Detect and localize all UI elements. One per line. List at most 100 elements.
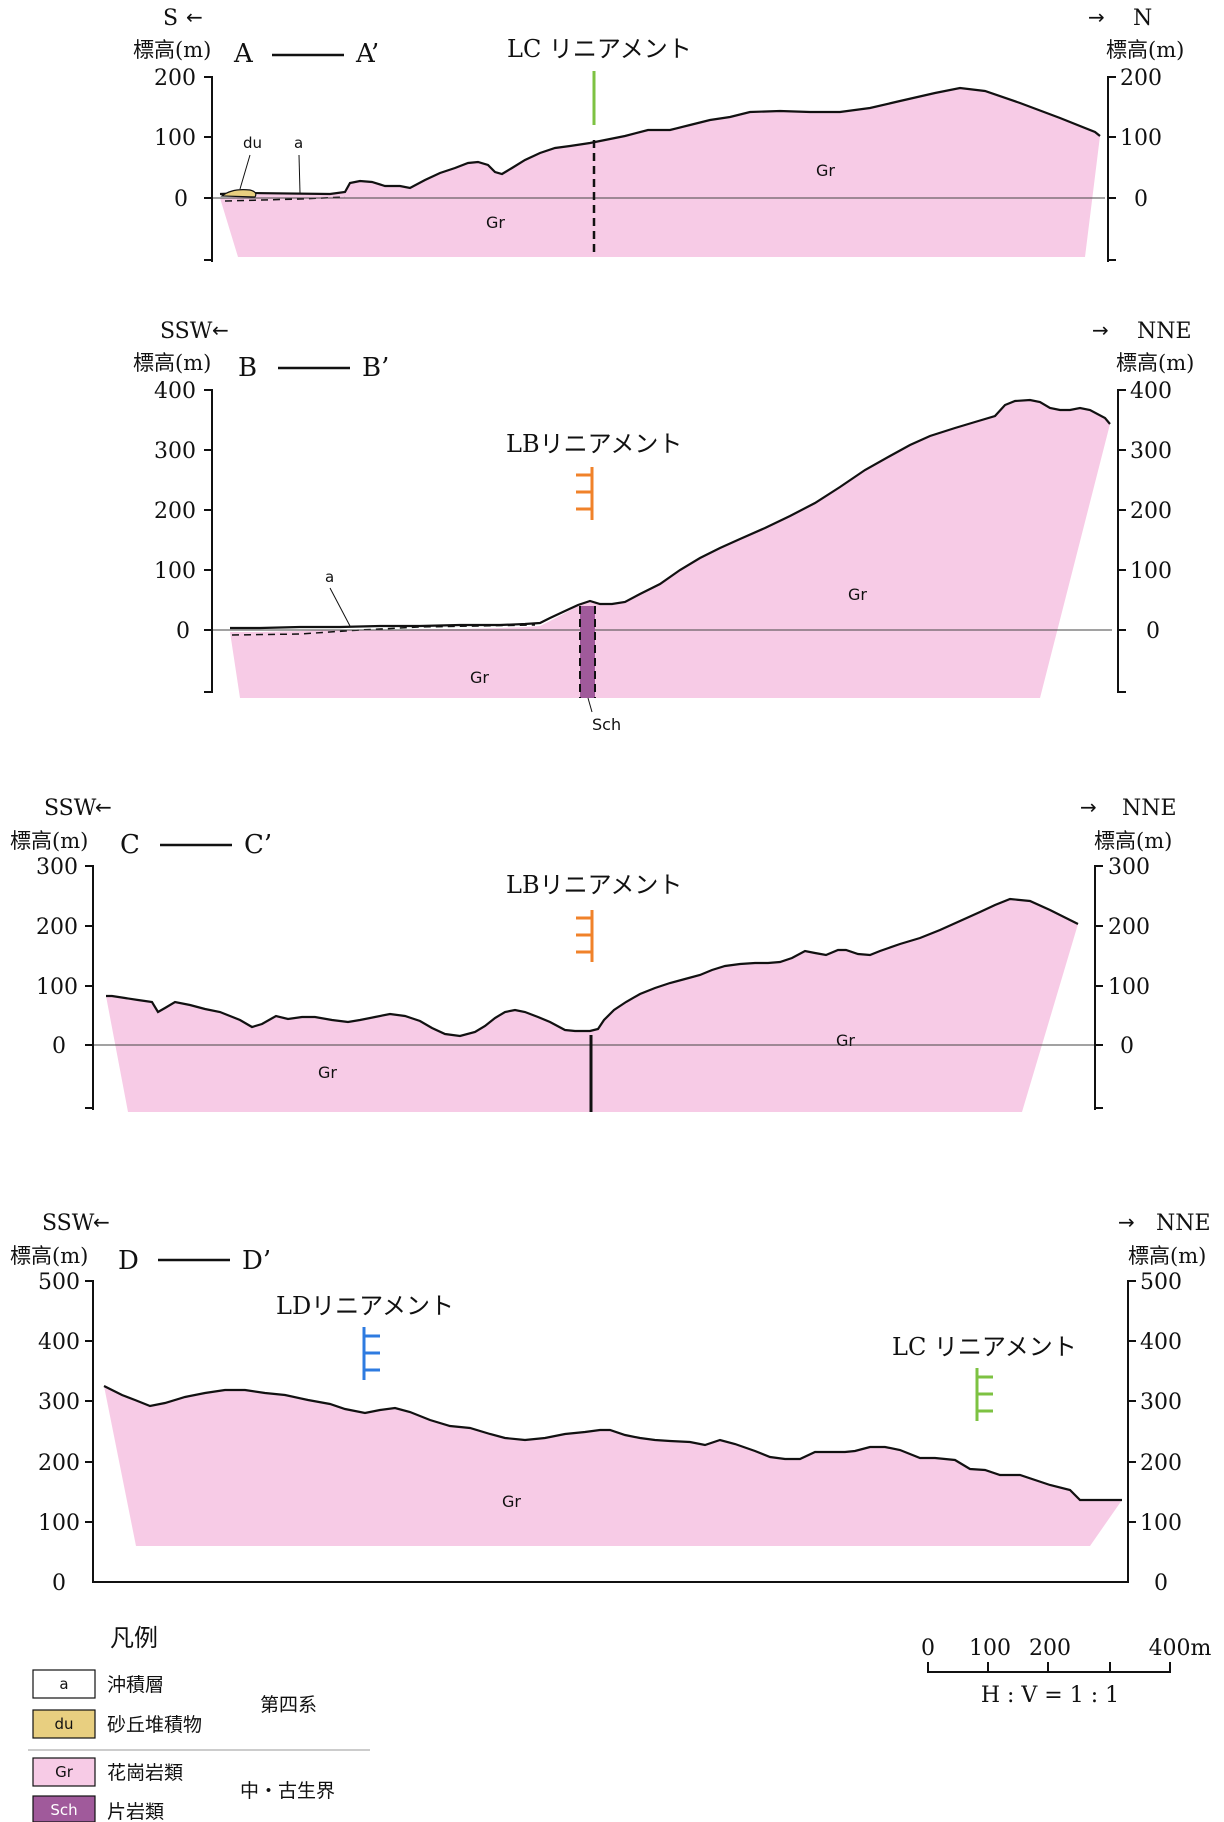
section-b-label-a: a bbox=[325, 568, 334, 586]
legend-swatch-sch bbox=[32, 1795, 96, 1822]
section-c-dir-right: NNE bbox=[1122, 796, 1177, 821]
legend-code-a: a bbox=[59, 1675, 68, 1693]
section-c-axis-unit-left: 標高(m) bbox=[10, 829, 88, 853]
section-d-end-label: D’ bbox=[242, 1246, 271, 1276]
legend-swatch-a bbox=[32, 1669, 96, 1699]
section-b-tick-100-right: 100 bbox=[1130, 559, 1172, 584]
section-d-tick-500-left: 500 bbox=[38, 1270, 80, 1295]
section-b-sch-leader bbox=[587, 697, 593, 713]
section-b-label-sch: Sch bbox=[592, 715, 621, 734]
legend-code-du: du bbox=[54, 1715, 73, 1733]
section-d-tick-0-left: 0 bbox=[52, 1571, 66, 1596]
arrow-right-icon: → bbox=[1080, 795, 1097, 819]
section-b-label-gr-left: Gr bbox=[470, 668, 489, 687]
section-d-tick-400-left: 400 bbox=[38, 1330, 80, 1355]
section-c-label-gr-right: Gr bbox=[836, 1031, 855, 1050]
section-c-lineament-marker bbox=[576, 910, 594, 962]
section-a-label-du: du bbox=[243, 134, 262, 152]
arrow-left-icon: ← bbox=[93, 1210, 110, 1234]
scale-ratio: H : V = 1 : 1 bbox=[981, 1683, 1119, 1708]
section-b-tick-200-right: 200 bbox=[1130, 499, 1172, 524]
section-d-tick-300-right: 300 bbox=[1140, 1390, 1182, 1415]
legend-code-sch: Sch bbox=[50, 1801, 77, 1819]
section-b-axis-unit-left: 標高(m) bbox=[133, 351, 211, 375]
section-c-tick-300-right: 300 bbox=[1108, 855, 1150, 880]
section-d-start-label: D bbox=[118, 1246, 139, 1276]
section-d-ld-lineament-marker bbox=[362, 1327, 380, 1380]
section-d-granite-body bbox=[104, 1386, 1122, 1546]
section-d-tick-500-right: 500 bbox=[1140, 1270, 1182, 1295]
arrow-left-icon: ← bbox=[95, 795, 112, 819]
section-b-schist-zone bbox=[580, 606, 595, 698]
legend-code-gr: Gr bbox=[55, 1763, 74, 1781]
section-a-tick-0-right: 0 bbox=[1134, 187, 1148, 212]
section-b-label-gr-right: Gr bbox=[848, 585, 867, 604]
section-b-tick-400-left: 400 bbox=[154, 379, 196, 404]
section-c-end-label: C’ bbox=[244, 830, 272, 860]
section-a-topography-line bbox=[219, 86, 1101, 196]
section-d-lc-lineament-label: LC リニアメント bbox=[892, 1333, 1077, 1361]
section-a-du-leader bbox=[239, 154, 251, 190]
section-b-axis-unit-right: 標高(m) bbox=[1116, 351, 1194, 375]
section-d-left-axis bbox=[85, 1280, 1128, 1583]
legend-name-sch: 片岩類 bbox=[107, 1801, 164, 1822]
section-b-granite-body bbox=[230, 400, 1110, 698]
section-c: 300 200 100 0 300 200 100 0 標高(m) 標高(m) … bbox=[10, 795, 1177, 1112]
section-c-axis-unit-right: 標高(m) bbox=[1094, 829, 1172, 853]
section-a-start-label: A bbox=[233, 39, 254, 69]
section-d-lc-lineament-marker bbox=[975, 1368, 993, 1421]
section-b-start-label: B bbox=[238, 353, 257, 383]
section-c-left-axis bbox=[85, 865, 94, 1110]
section-a-label-a: a bbox=[294, 134, 303, 152]
section-a-dir-right: N bbox=[1133, 6, 1152, 31]
section-b-tick-400-right: 400 bbox=[1130, 379, 1172, 404]
section-a-tick-200-right: 200 bbox=[1120, 66, 1162, 91]
section-a-lineament-label: LC リニアメント bbox=[507, 35, 692, 63]
section-d-tick-200-right: 200 bbox=[1140, 1451, 1182, 1476]
section-c-label-gr-left: Gr bbox=[318, 1063, 337, 1082]
section-d-tick-100-right: 100 bbox=[1140, 1511, 1182, 1536]
section-a-axis-unit-left: 標高(m) bbox=[133, 38, 211, 62]
section-a-axis-unit-right: 標高(m) bbox=[1106, 38, 1184, 62]
legend-swatch-du bbox=[32, 1709, 96, 1739]
section-c-start-label: C bbox=[120, 830, 140, 860]
section-d-tick-300-left: 300 bbox=[38, 1390, 80, 1415]
section-c-tick-100-left: 100 bbox=[36, 975, 78, 1000]
section-a-dir-left: S bbox=[163, 6, 178, 31]
section-b-tick-200-left: 200 bbox=[154, 499, 196, 524]
section-c-tick-300-left: 300 bbox=[36, 855, 78, 880]
section-c-tick-0-right: 0 bbox=[1120, 1034, 1134, 1059]
legend-name-du: 砂丘堆積物 bbox=[107, 1714, 202, 1736]
legend-group-paleozoic: 中・古生界 bbox=[240, 1780, 335, 1802]
arrow-right-icon: → bbox=[1088, 5, 1105, 29]
section-c-dir-left: SSW bbox=[44, 796, 97, 821]
section-d-tick-100-left: 100 bbox=[38, 1511, 80, 1536]
section-d-label-gr: Gr bbox=[502, 1492, 521, 1511]
section-b-lineament-marker bbox=[576, 467, 594, 520]
section-d-right-axis bbox=[1127, 1280, 1136, 1583]
section-b-right-axis bbox=[1117, 389, 1126, 693]
section-a-label-gr-right: Gr bbox=[816, 161, 835, 180]
section-c-tick-200-left: 200 bbox=[36, 915, 78, 940]
section-a-left-axis bbox=[204, 76, 213, 262]
section-d-dir-right: NNE bbox=[1156, 1211, 1211, 1236]
section-d-dir-left: SSW bbox=[42, 1211, 95, 1236]
legend-name-gr: 花崗岩類 bbox=[107, 1762, 183, 1784]
section-d-axis-unit-left: 標高(m) bbox=[10, 1244, 88, 1268]
scale-tick-200: 200 bbox=[1029, 1636, 1071, 1661]
section-a-right-axis bbox=[1107, 76, 1116, 262]
section-a-alluvium-base bbox=[224, 196, 346, 202]
section-a-dune-deposit bbox=[220, 189, 257, 198]
scale-tick-400m: 400m bbox=[1149, 1636, 1212, 1661]
section-b-tick-300-left: 300 bbox=[154, 439, 196, 464]
section-d-ld-lineament-label: LDリニアメント bbox=[276, 1292, 454, 1320]
section-d-topography-line bbox=[103, 1385, 1122, 1502]
legend-swatch-gr bbox=[32, 1757, 96, 1787]
section-a-tick-0-left: 0 bbox=[174, 187, 188, 212]
scale-tick-0: 0 bbox=[921, 1636, 935, 1661]
section-b-tick-0-left: 0 bbox=[176, 619, 190, 644]
scale-tick-100: 100 bbox=[969, 1636, 1011, 1661]
section-b-dir-right: NNE bbox=[1137, 319, 1192, 344]
section-b-end-label: B’ bbox=[362, 353, 389, 383]
